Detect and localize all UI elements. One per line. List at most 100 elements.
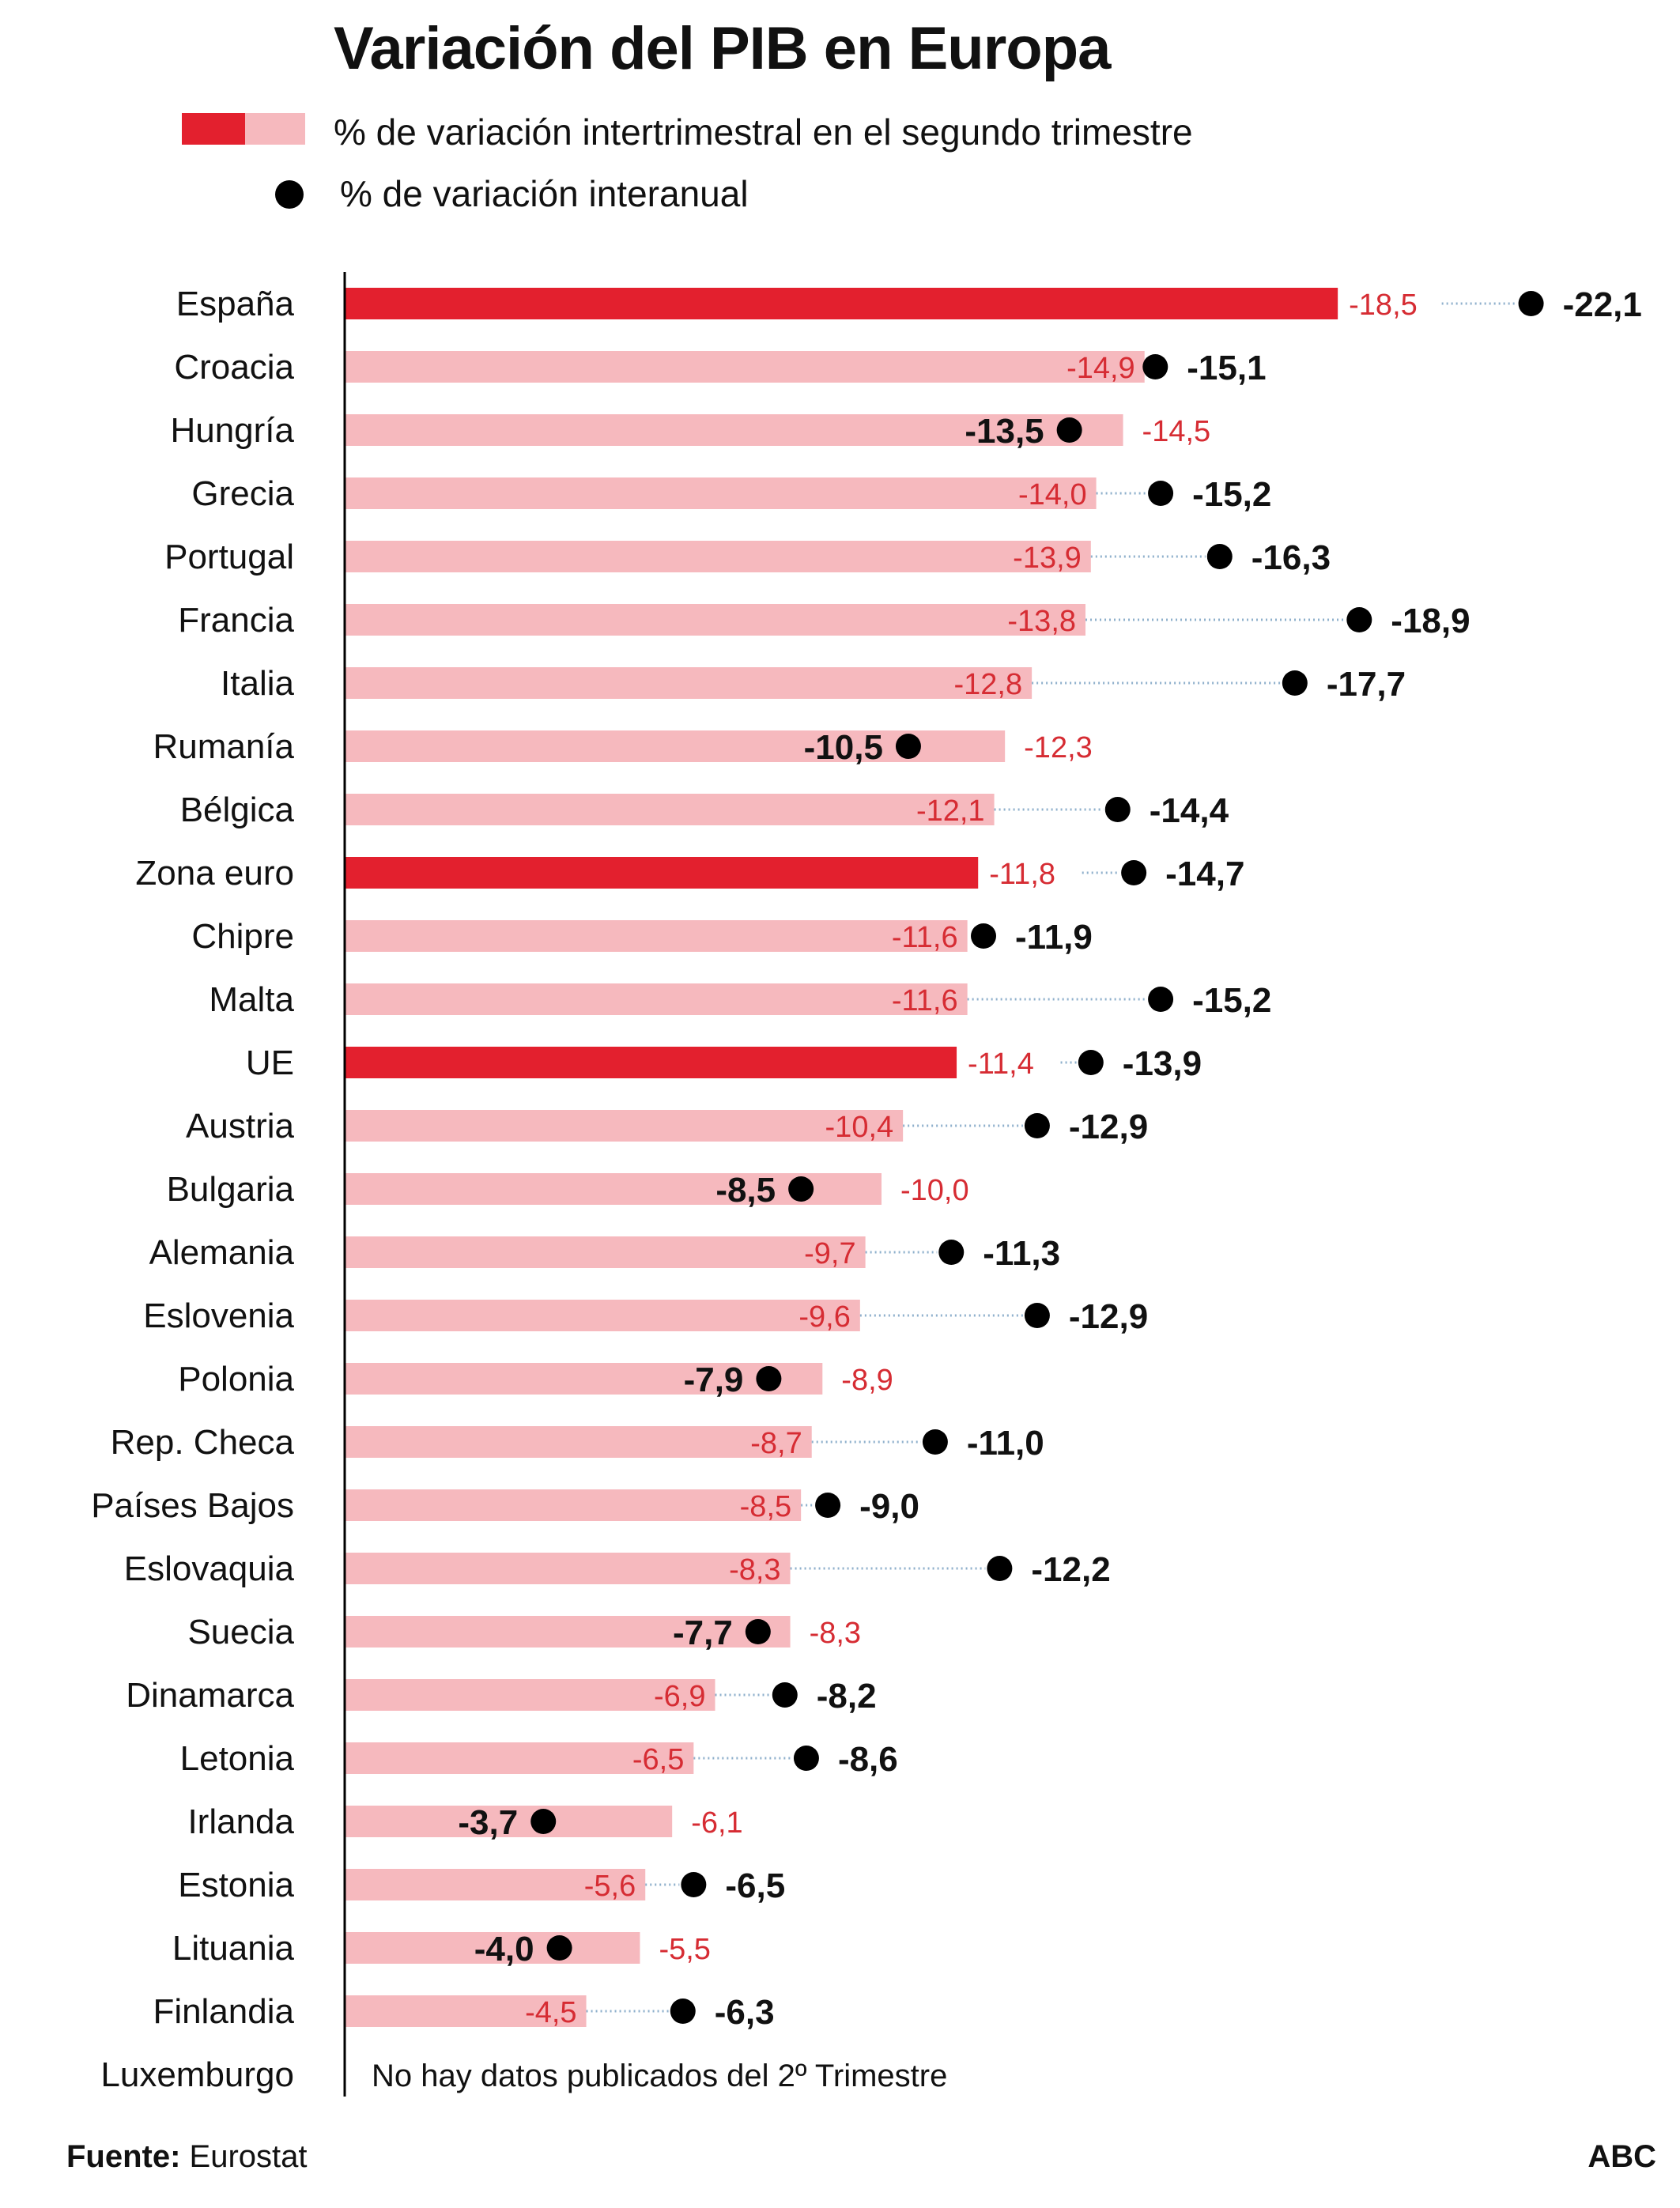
- interannual-dot: [772, 1682, 798, 1708]
- interannual-dot: [1024, 1303, 1050, 1328]
- interannual-label: -13,5: [965, 412, 1044, 451]
- interannual-dot: [971, 923, 997, 949]
- chart-title: Variación del PIB en Europa: [334, 15, 1111, 82]
- quarterly-label: -6,1: [691, 1806, 742, 1840]
- quarterly-label: -11,6: [892, 921, 958, 954]
- category-label: Eslovenia: [143, 1296, 294, 1335]
- legend-dot-label: % de variación interanual: [340, 173, 749, 214]
- interannual-label: -13,9: [1123, 1044, 1202, 1083]
- category-label: Francia: [178, 601, 294, 640]
- category-label: Portugal: [164, 538, 294, 576]
- legend-dot-marker: [275, 180, 304, 209]
- interannual-label: -12,9: [1069, 1297, 1148, 1336]
- category-label: Finlandia: [153, 1992, 294, 2031]
- source-value: Eurostat: [180, 2139, 308, 2174]
- bar: [345, 1236, 866, 1268]
- interannual-dot: [1024, 1113, 1050, 1138]
- interannual-label: -8,5: [715, 1171, 776, 1210]
- interannual-dot: [1056, 417, 1082, 443]
- interannual-dot: [670, 1999, 696, 2024]
- quarterly-label: -14,9: [1067, 352, 1135, 385]
- quarterly-label: -5,6: [584, 1870, 636, 1903]
- quarterly-label: -6,9: [654, 1680, 705, 1713]
- interannual-dot: [1148, 481, 1174, 506]
- quarterly-label: -18,5: [1349, 289, 1418, 322]
- category-label: Croacia: [174, 348, 294, 387]
- interannual-dot: [1142, 354, 1168, 379]
- interannual-dot: [546, 1935, 572, 1961]
- interannual-label: -12,2: [1031, 1550, 1110, 1589]
- category-label: Eslovaquia: [124, 1549, 295, 1588]
- bar-highlight: [345, 1047, 957, 1078]
- source-credit: Fuente: Eurostat: [66, 2139, 308, 2175]
- gdp-chart: España -18,5 -22,1 Croacia -14,9 -15,1 Hungría…: [91, 272, 1642, 2097]
- interannual-label: -8,6: [838, 1740, 898, 1779]
- quarterly-label: -9,7: [804, 1237, 855, 1270]
- quarterly-label: -13,9: [1013, 542, 1082, 575]
- bar: [345, 1489, 802, 1521]
- interannual-label: -10,5: [804, 728, 883, 767]
- interannual-label: -15,2: [1192, 475, 1271, 514]
- interannual-dot: [745, 1619, 771, 1644]
- interannual-label: -7,9: [684, 1361, 744, 1399]
- bar: [345, 1426, 812, 1458]
- interannual-dot: [530, 1809, 557, 1834]
- interannual-dot: [987, 1556, 1013, 1581]
- source-label: Fuente:: [66, 2139, 181, 2174]
- quarterly-label: -4,5: [525, 1996, 576, 2029]
- bar: [345, 1616, 791, 1648]
- bar: [345, 541, 1091, 572]
- interannual-dot: [788, 1176, 814, 1202]
- interannual-dot: [815, 1493, 841, 1518]
- bar: [345, 667, 1033, 699]
- category-label: Estonia: [178, 1866, 294, 1904]
- interannual-label: -17,7: [1327, 665, 1406, 704]
- category-label: Bélgica: [180, 791, 295, 829]
- quarterly-label: -12,8: [953, 668, 1022, 701]
- interannual-label: -9,0: [859, 1487, 919, 1526]
- quarterly-label: -14,0: [1018, 478, 1087, 511]
- interannual-label: -6,5: [725, 1866, 785, 1905]
- bar: [345, 1742, 694, 1774]
- category-label: Bulgaria: [167, 1170, 295, 1209]
- legend-bar-label: % de variación intertrimestral en el seg…: [334, 111, 1193, 153]
- interannual-label: -11,9: [1015, 918, 1093, 957]
- category-label: Lituania: [172, 1929, 295, 1968]
- category-label: Rumanía: [153, 727, 294, 766]
- bar: [345, 1869, 646, 1900]
- bar: [345, 1110, 904, 1142]
- category-label: Suecia: [187, 1613, 294, 1651]
- category-label: Letonia: [180, 1739, 295, 1778]
- category-label: UE: [246, 1044, 294, 1082]
- bar: [345, 604, 1086, 636]
- interannual-label: -12,9: [1069, 1108, 1148, 1146]
- bar: [345, 477, 1097, 509]
- quarterly-label: -11,4: [968, 1047, 1034, 1081]
- category-label: Hungría: [170, 411, 294, 450]
- bar: [345, 1806, 673, 1837]
- quarterly-label: -8,3: [810, 1617, 861, 1650]
- interannual-dot: [922, 1429, 948, 1455]
- quarterly-label: -12,3: [1024, 731, 1093, 764]
- category-label: Austria: [186, 1107, 294, 1146]
- bar: [345, 414, 1123, 446]
- bar: [345, 1363, 823, 1395]
- interannual-dot: [1104, 797, 1131, 822]
- quarterly-label: -8,9: [841, 1364, 893, 1397]
- interannual-label: -11,0: [967, 1424, 1044, 1463]
- bar: [345, 1932, 640, 1964]
- interannual-label: -15,1: [1187, 349, 1266, 387]
- legend-swatch-highlight: [182, 113, 245, 145]
- category-label: Grecia: [191, 474, 294, 513]
- quarterly-label: -10,4: [825, 1111, 894, 1144]
- interannual-dot: [1282, 670, 1308, 696]
- interannual-label: -16,3: [1252, 538, 1331, 577]
- quarterly-label: -8,3: [729, 1553, 780, 1587]
- interannual-label: -3,7: [458, 1803, 518, 1842]
- category-label: Rep. Checa: [111, 1423, 295, 1462]
- category-label: Polonia: [178, 1360, 294, 1398]
- interannual-dot: [681, 1872, 707, 1897]
- interannual-dot: [1518, 291, 1544, 316]
- quarterly-label: -8,7: [750, 1427, 802, 1460]
- interannual-label: -14,4: [1150, 791, 1229, 830]
